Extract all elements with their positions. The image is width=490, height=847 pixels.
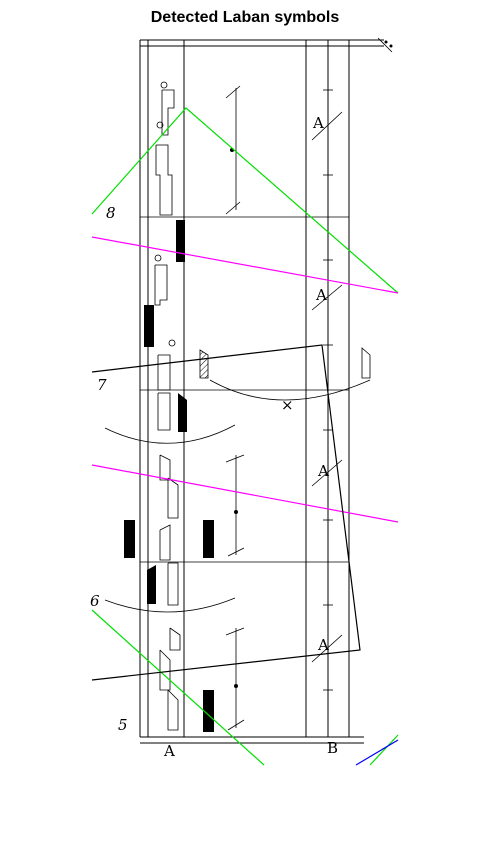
repeat-letter-1: A xyxy=(312,114,324,132)
measure-number-6: 6 xyxy=(90,592,100,610)
repeat-letter-2: A xyxy=(315,286,327,304)
staff-b-ticks xyxy=(323,89,333,691)
staff-frame xyxy=(139,39,384,744)
black-detection-quad xyxy=(91,344,361,681)
black-direction-symbols xyxy=(124,220,214,732)
support-symbols xyxy=(154,81,181,731)
path-arcs xyxy=(104,347,371,613)
magenta-line-lower xyxy=(91,464,399,523)
arm-gesture-bars xyxy=(225,85,245,731)
detection-overlays xyxy=(91,107,399,766)
green-detection-top xyxy=(91,107,399,294)
repeat-letter-3: A xyxy=(317,462,329,480)
repeat-letter-4: A xyxy=(317,636,329,654)
staff-label-a: A xyxy=(163,742,175,760)
corner-mark xyxy=(377,37,393,53)
bar-lines xyxy=(140,216,349,563)
green-detection-corner xyxy=(369,734,399,766)
magenta-line-upper xyxy=(91,236,399,294)
measure-numbers: 5 6 7 8 xyxy=(90,204,128,734)
staff-label-b: B xyxy=(327,739,338,757)
figure-title: Detected Laban symbols xyxy=(150,9,340,26)
green-detection-bottom xyxy=(91,609,265,766)
repeat-signs: A A A A xyxy=(311,111,343,663)
blue-detection-line xyxy=(355,739,399,766)
measure-number-5: 5 xyxy=(118,716,128,734)
measure-number-8: 8 xyxy=(106,204,116,222)
cross-mark: × xyxy=(281,396,294,414)
measure-number-7: 7 xyxy=(97,376,107,394)
